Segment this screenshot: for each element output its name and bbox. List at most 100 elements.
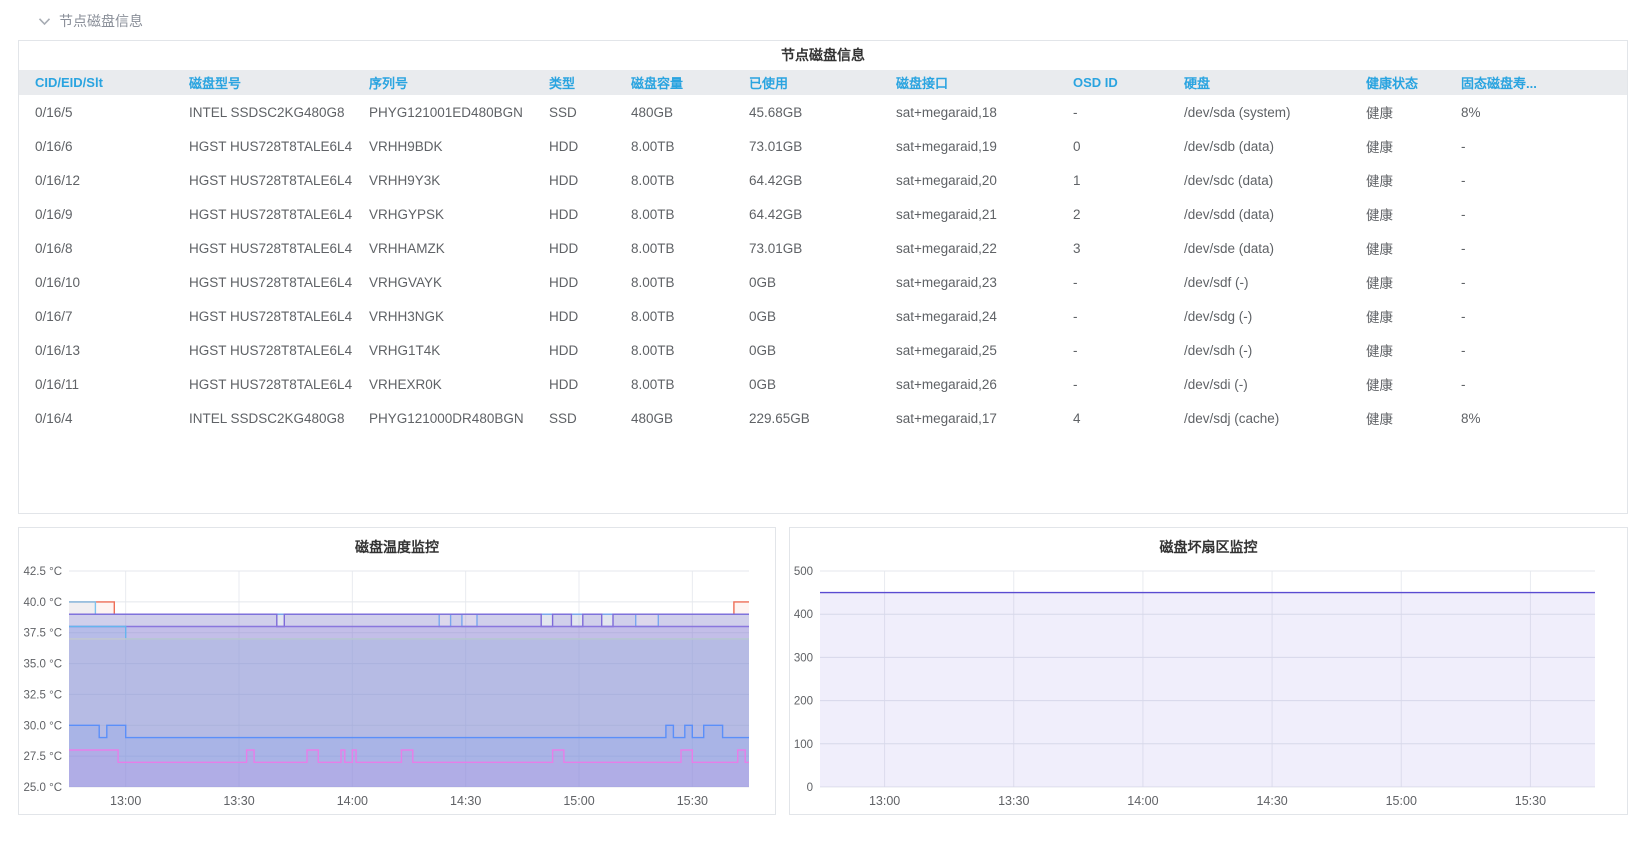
table-row: 0/16/12 HGST HUS728T8TALE6L4 VRHH9Y3K HDD 8.… [19, 163, 1627, 197]
series-area-temp-39-purple [69, 614, 749, 787]
table-cell: /dev/sdc (data) [1168, 163, 1350, 197]
series-line-temp-27-magenta [69, 749, 749, 763]
svg-text:14:30: 14:30 [1256, 794, 1287, 808]
table-cell: - [1057, 299, 1168, 333]
series-area-temp-38-purple [69, 626, 749, 787]
table-cell: 0/16/11 [19, 367, 173, 401]
table-cell: HGST HUS728T8TALE6L4 [173, 163, 353, 197]
bad-sector-chart-title: 磁盘坏扇区监控 [1159, 539, 1258, 555]
table-row: 0/16/10 HGST HUS728T8TALE6L4 VRHGVAYK HDD 8.… [19, 265, 1627, 299]
table-cell: 480GB [615, 401, 733, 435]
table-cell: 0/16/9 [19, 197, 173, 231]
table-cell: HDD [533, 299, 615, 333]
table-cell: 0/16/5 [19, 95, 173, 129]
table-cell: 健康 [1350, 333, 1445, 367]
table-cell: - [1057, 333, 1168, 367]
column-header: 磁盘接口 [880, 70, 1057, 95]
table-cell: HDD [533, 163, 615, 197]
svg-text:14:00: 14:00 [1127, 794, 1158, 808]
svg-text:35.0 °C: 35.0 °C [24, 659, 62, 671]
table-cell: VRHH9BDK [353, 129, 533, 163]
table-row: 0/16/8 HGST HUS728T8TALE6L4 VRHHAMZK HDD 8.0… [19, 231, 1627, 265]
table-cell: sat+megaraid,26 [880, 367, 1057, 401]
table-cell: - [1057, 265, 1168, 299]
svg-text:500: 500 [794, 566, 813, 578]
svg-text:15:00: 15:00 [563, 794, 594, 808]
svg-text:14:00: 14:00 [337, 794, 368, 808]
table-cell: 健康 [1350, 163, 1445, 197]
table-cell: - [1445, 197, 1627, 231]
table-cell: - [1057, 95, 1168, 129]
svg-text:13:30: 13:30 [223, 794, 254, 808]
svg-text:27.5 °C: 27.5 °C [24, 751, 62, 763]
svg-text:30.0 °C: 30.0 °C [24, 720, 62, 732]
temperature-chart[interactable]: 13:00 13:30 14:00 14:30 15:00 15:30 42.5 °C 40.… [19, 561, 775, 813]
table-cell: HGST HUS728T8TALE6L4 [173, 367, 353, 401]
table-cell: /dev/sdj (cache) [1168, 401, 1350, 435]
table-cell: 8.00TB [615, 299, 733, 333]
column-header: 磁盘容量 [615, 70, 733, 95]
series-area-temp-39-blue [69, 614, 749, 787]
svg-text:200: 200 [794, 696, 813, 708]
bad-sector-chart[interactable]: 13:00 13:30 14:00 14:30 15:00 15:30 500 400 300 2… [790, 561, 1627, 813]
svg-text:13:30: 13:30 [998, 794, 1029, 808]
svg-text:13:00: 13:00 [110, 794, 141, 808]
svg-text:37.5 °C: 37.5 °C [24, 628, 62, 640]
table-cell: sat+megaraid,24 [880, 299, 1057, 333]
table-cell: SSD [533, 401, 615, 435]
table-row: 0/16/11 HGST HUS728T8TALE6L4 VRHEXR0K HDD 8.… [19, 367, 1627, 401]
table-cell: - [1445, 367, 1627, 401]
table-cell: - [1445, 231, 1627, 265]
table-cell: sat+megaraid,25 [880, 333, 1057, 367]
temperature-chart-card: 磁盘温度监控 13:00 13:30 14:00 14:30 15:00 15:30 42.… [18, 527, 776, 815]
table-cell: SSD [533, 95, 615, 129]
svg-text:32.5 °C: 32.5 °C [24, 689, 62, 701]
series-line-temp-red [69, 601, 749, 615]
table-cell: 73.01GB [733, 231, 880, 265]
table-cell: 8.00TB [615, 367, 733, 401]
series-line-temp-skyblue [69, 601, 749, 615]
table-row: 0/16/4 INTEL SSDSC2KG480G8 PHYG121000DR480… [19, 401, 1627, 435]
table-cell: VRHH9Y3K [353, 163, 533, 197]
table-cell: 8.00TB [615, 333, 733, 367]
table-cell: 0 [1057, 129, 1168, 163]
svg-text:15:30: 15:30 [1515, 794, 1546, 808]
table-cell: HDD [533, 265, 615, 299]
table-cell: INTEL SSDSC2KG480G8 [173, 95, 353, 129]
table-cell: - [1445, 163, 1627, 197]
table-cell: 73.01GB [733, 129, 880, 163]
table-row: 0/16/13 HGST HUS728T8TALE6L4 VRHG1T4K HDD 8.… [19, 333, 1627, 367]
table-cell: /dev/sdd (data) [1168, 197, 1350, 231]
table-cell: sat+megaraid,22 [880, 231, 1057, 265]
column-header: OSD ID [1057, 70, 1168, 95]
section-collapse-toggle[interactable]: 节点磁盘信息 [0, 0, 1646, 40]
table-cell: 2 [1057, 197, 1168, 231]
svg-text:15:30: 15:30 [677, 794, 708, 808]
svg-text:300: 300 [794, 652, 813, 664]
table-cell: 229.65GB [733, 401, 880, 435]
series-area-temp-29-blue [69, 725, 749, 787]
table-cell: /dev/sdb (data) [1168, 129, 1350, 163]
table-cell: PHYG121000DR480BGN [353, 401, 533, 435]
table-row: 0/16/7 HGST HUS728T8TALE6L4 VRHH3NGK HDD 8.0… [19, 299, 1627, 333]
disk-table-card: 节点磁盘信息 CID/EID/Slt 磁盘型号 序列号 类型 磁盘容量 已使用 磁盘接口 OS… [18, 40, 1628, 514]
table-cell: 健康 [1350, 197, 1445, 231]
table-cell: 64.42GB [733, 197, 880, 231]
table-cell: 8.00TB [615, 231, 733, 265]
table-cell: 0/16/10 [19, 265, 173, 299]
table-row: 0/16/5 INTEL SSDSC2KG480G8 PHYG121001ED480… [19, 95, 1627, 129]
column-header: 类型 [533, 70, 615, 95]
table-caption: 节点磁盘信息 [781, 47, 865, 63]
table-cell: /dev/sdg (-) [1168, 299, 1350, 333]
column-header: CID/EID/Slt [19, 70, 173, 95]
table-cell: 0GB [733, 367, 880, 401]
series-area-temp-skyblue [69, 601, 749, 787]
table-cell: /dev/sdi (-) [1168, 367, 1350, 401]
table-cell: HDD [533, 367, 615, 401]
table-cell: - [1057, 367, 1168, 401]
table-cell: HDD [533, 333, 615, 367]
table-cell: 健康 [1350, 401, 1445, 435]
series-area-temp-37-gray [69, 638, 749, 787]
svg-text:25.0 °C: 25.0 °C [24, 782, 62, 794]
